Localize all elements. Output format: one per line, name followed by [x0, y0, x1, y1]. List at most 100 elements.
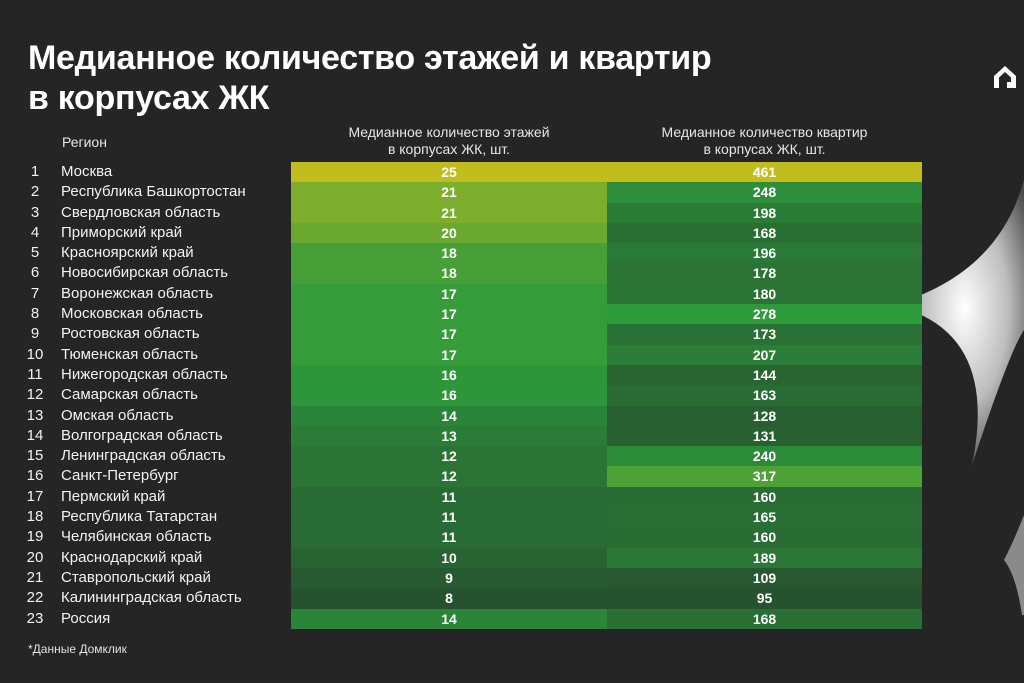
row-rank: 11 — [27, 365, 43, 383]
row-rank: 13 — [26, 406, 44, 424]
row-rank: 19 — [26, 528, 44, 546]
row-region: Республика Башкортостан — [61, 183, 246, 201]
table-row: 17 Пермский край 11 160 — [0, 486, 1024, 508]
row-region: Ростовская область — [61, 325, 200, 343]
row-region: Красноярский край — [61, 244, 194, 262]
row-rank: 4 — [30, 223, 40, 241]
decorative-star-icon — [892, 180, 1024, 465]
row-region: Ленинградская область — [61, 447, 226, 465]
table-row: 16 Санкт-Петербург 12 317 — [0, 466, 1024, 487]
row-region: Свердловская область — [61, 203, 221, 221]
table-row: 7 Воронежская область 17 180 — [0, 283, 1024, 305]
apartments-cell: 160 — [607, 486, 922, 508]
apartments-cell: 95 — [607, 588, 922, 609]
table-row: 5 Красноярский край 18 196 — [0, 243, 1024, 264]
row-region: Нижегородская область — [61, 365, 228, 383]
header-apartments-line-2: в корпусах ЖК, шт. — [703, 141, 826, 157]
table-row: 15 Ленинградская область 12 240 — [0, 446, 1024, 467]
row-region: Москва — [61, 163, 113, 180]
row-rank: 1 — [30, 163, 40, 180]
table-row: 10 Тюменская область 17 207 — [0, 344, 1024, 365]
row-rank: 14 — [26, 426, 44, 444]
apartments-cell: 207 — [607, 344, 922, 365]
table-row: 3 Свердловская область 21 198 — [0, 202, 1024, 223]
apartments-cell: 248 — [607, 182, 922, 203]
table-row: 20 Краснодарский край 10 189 — [0, 547, 1024, 568]
floors-cell: 18 — [291, 263, 607, 284]
row-rank: 18 — [26, 508, 44, 526]
apartments-cell: 168 — [607, 222, 922, 244]
row-rank: 12 — [26, 386, 44, 404]
apartments-cell: 461 — [607, 162, 922, 183]
table-row: 2 Республика Башкортостан 21 248 — [0, 182, 1024, 203]
floors-cell: 8 — [291, 588, 607, 609]
row-region: Самарская область — [61, 386, 198, 404]
page-title: Медианное количество этажей и квартир в … — [28, 38, 712, 118]
table-row: 23 Россия 14 168 — [0, 608, 1024, 629]
header-apartments-line-1: Медианное количество квартир — [661, 124, 868, 140]
table-row: 4 Приморский край 20 168 — [0, 222, 1024, 244]
row-region: Краснодарский край — [61, 548, 203, 566]
row-region: Санкт-Петербург — [61, 467, 179, 485]
row-region: Приморский край — [61, 223, 183, 241]
data-table: 1 Москва 25 461 2 Республика Башкортостан 21 24… — [0, 162, 1024, 629]
floors-cell: 20 — [291, 222, 607, 244]
floors-cell: 14 — [291, 608, 607, 629]
floors-cell: 17 — [291, 324, 607, 345]
row-rank: 23 — [26, 609, 44, 627]
apartments-cell: 178 — [607, 263, 922, 284]
row-rank: 8 — [30, 305, 40, 323]
row-region: Пермский край — [61, 487, 166, 505]
row-region: Омская область — [61, 406, 174, 424]
header-floors-line-1: Медианное количество этажей — [348, 124, 550, 140]
table-row: 9 Ростовская область 17 173 — [0, 324, 1024, 345]
table-row: 21 Ставропольский край 9 109 — [0, 567, 1024, 589]
table-row: 11 Нижегородская область 16 144 — [0, 364, 1024, 386]
floors-cell: 10 — [291, 547, 607, 568]
table-row: 22 Калининградская область 8 95 — [0, 588, 1024, 609]
floors-cell: 16 — [291, 385, 607, 406]
row-rank: 6 — [30, 264, 40, 282]
row-region: Челябинская область — [61, 528, 212, 546]
row-rank: 20 — [26, 548, 44, 566]
row-region: Волгоградская область — [61, 426, 223, 444]
header-apartments: Медианное количество квартир в корпусах … — [607, 124, 922, 158]
floors-cell: 21 — [291, 182, 607, 203]
apartments-cell: 168 — [607, 608, 922, 629]
floors-cell: 13 — [291, 425, 607, 447]
table-row: 19 Челябинская область 11 160 — [0, 527, 1024, 548]
row-region: Воронежская область — [61, 284, 214, 302]
row-rank: 22 — [26, 589, 44, 607]
floors-cell: 9 — [291, 567, 607, 589]
row-rank: 3 — [30, 203, 40, 221]
row-region: Россия — [61, 609, 111, 627]
floors-cell: 17 — [291, 344, 607, 365]
row-rank: 2 — [30, 183, 40, 201]
row-rank: 7 — [30, 284, 40, 302]
table-row: 12 Самарская область 16 163 — [0, 385, 1024, 406]
header-floors: Медианное количество этажей в корпусах Ж… — [291, 124, 607, 158]
row-rank: 15 — [26, 447, 44, 465]
apartments-cell: 109 — [607, 567, 922, 589]
row-rank: 16 — [26, 467, 44, 485]
row-region: Ставропольский край — [61, 568, 211, 586]
row-region: Новосибирская область — [61, 264, 229, 282]
floors-cell: 12 — [291, 446, 607, 467]
title-line-2: в корпусах ЖК — [28, 79, 270, 117]
header-floors-line-2: в корпусах ЖК, шт. — [387, 141, 511, 157]
floors-cell: 18 — [291, 243, 607, 264]
apartments-cell: 128 — [607, 405, 922, 426]
table-row: 6 Новосибирская область 18 178 — [0, 263, 1024, 284]
apartments-cell: 163 — [607, 385, 922, 406]
row-region: Московская область — [61, 305, 203, 323]
apartments-cell: 144 — [607, 364, 922, 386]
header-region: Регион — [62, 134, 107, 150]
floors-cell: 25 — [291, 162, 607, 183]
domclick-logo-icon — [994, 66, 1016, 88]
apartments-cell: 196 — [607, 243, 922, 264]
apartments-cell: 317 — [607, 466, 922, 487]
table-row: 8 Московская область 17 278 — [0, 304, 1024, 325]
row-rank: 5 — [30, 244, 40, 262]
table-row: 13 Омская область 14 128 — [0, 405, 1024, 426]
floors-cell: 17 — [291, 283, 607, 305]
